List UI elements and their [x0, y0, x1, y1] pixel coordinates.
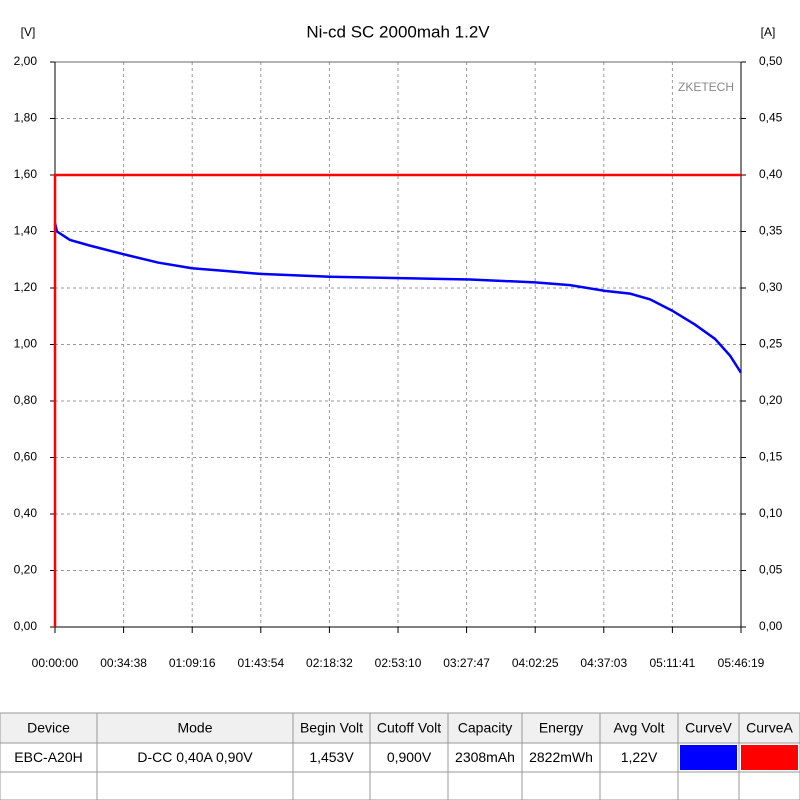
y2-tick-label: 0,50: [759, 54, 783, 68]
curve-swatch: [741, 745, 798, 770]
series-line: [53, 173, 741, 627]
column-header: CurveV: [685, 720, 732, 736]
table-cell: [369, 771, 449, 800]
header-cell: [96, 712, 294, 744]
x-tick-label: 01:09:16: [169, 656, 216, 670]
curve-swatch: [680, 745, 737, 770]
x-tick-label: 05:46:19: [718, 656, 765, 670]
table-cell: [677, 771, 740, 800]
column-header: Energy: [539, 720, 583, 736]
y2-axis-label: [A]: [761, 25, 776, 39]
y-tick-label: 2,00: [14, 54, 38, 68]
table-cell: [0, 742, 98, 773]
header-cell: [369, 712, 449, 744]
y2-tick-label: 0,15: [759, 450, 783, 464]
column-header: CurveA: [746, 720, 793, 736]
chart-title: Ni-cd SC 2000mah 1.2V: [306, 22, 490, 41]
y2-tick-label: 0,25: [759, 337, 783, 351]
table-cell: [292, 771, 371, 800]
column-header: Avg Volt: [613, 720, 664, 736]
y2-tick-label: 0,10: [759, 506, 783, 520]
y-tick-label: 1,20: [14, 280, 38, 294]
table-value: 2822mWh: [529, 749, 593, 765]
y-tick-label: 1,60: [14, 167, 38, 181]
y-tick-label: 0,60: [14, 450, 38, 464]
table-value: 1,453V: [309, 749, 354, 765]
table-value: 1,22V: [621, 749, 658, 765]
x-tick-label: 03:27:47: [443, 656, 490, 670]
column-header: Capacity: [458, 720, 512, 736]
x-tick-label: 05:11:41: [649, 656, 695, 670]
table-value: D-CC 0,40A 0,90V: [137, 749, 253, 765]
header-cell: [292, 712, 371, 744]
table-cell: [521, 771, 601, 800]
y-tick-label: 0,80: [14, 393, 38, 407]
x-tick-label: 02:53:10: [375, 656, 422, 670]
header-cell: [738, 712, 800, 744]
table-cell: [738, 771, 800, 800]
table-cell: [447, 771, 523, 800]
table-cell: [599, 742, 679, 773]
header-cell: [677, 712, 740, 744]
watermark: ZKETECH: [678, 80, 734, 94]
table-cell: [292, 742, 371, 773]
y2-tick-label: 0,05: [759, 563, 783, 577]
x-tick-label: 04:37:03: [580, 656, 627, 670]
y-tick-label: 1,00: [14, 337, 38, 351]
header-cell: [599, 712, 679, 744]
y2-tick-label: 0,40: [759, 167, 783, 181]
table-value: EBC-A20H: [14, 749, 82, 765]
y-tick-label: 0,20: [14, 563, 38, 577]
y2-tick-label: 0,00: [759, 619, 783, 633]
table-cell: [369, 742, 449, 773]
y-tick-label: 0,00: [14, 619, 38, 633]
header-cell: [0, 712, 98, 744]
table-value: 0,900V: [387, 749, 432, 765]
x-tick-label: 02:18:32: [306, 656, 353, 670]
header-cell: [521, 712, 601, 744]
y-tick-label: 1,80: [14, 111, 38, 125]
y2-tick-label: 0,20: [759, 393, 783, 407]
x-tick-label: 00:34:38: [100, 656, 147, 670]
column-header: Device: [27, 720, 70, 736]
x-tick-label: 00:00:00: [32, 656, 79, 670]
x-tick-label: 01:43:54: [237, 656, 284, 670]
y2-tick-label: 0,45: [759, 111, 783, 125]
x-tick-label: 04:02:25: [512, 656, 559, 670]
y2-tick-label: 0,30: [759, 280, 783, 294]
table-cell: [96, 742, 294, 773]
y-tick-label: 0,40: [14, 506, 38, 520]
y2-tick-label: 0,35: [759, 224, 783, 238]
table-cell: [599, 771, 679, 800]
y-axis-label: [V]: [21, 25, 36, 39]
column-header: Begin Volt: [300, 720, 363, 736]
table-cell: [96, 771, 294, 800]
column-header: Cutoff Volt: [377, 720, 441, 736]
column-header: Mode: [177, 720, 212, 736]
series-line: [53, 222, 743, 374]
table-value: 2308mAh: [455, 749, 515, 765]
table-cell: [0, 771, 98, 800]
y-tick-label: 1,40: [14, 224, 38, 238]
